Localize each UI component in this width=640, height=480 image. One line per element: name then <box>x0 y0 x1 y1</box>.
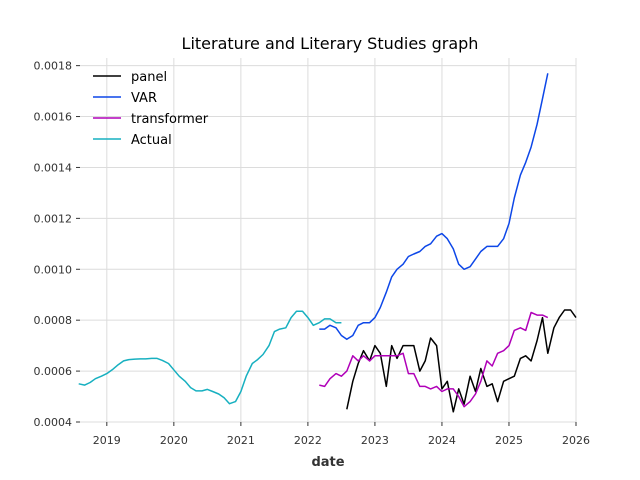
y-tick-label: 0.0006 <box>34 365 73 378</box>
chart-title: Literature and Literary Studies graph <box>182 34 479 53</box>
x-tick-label: 2020 <box>160 434 188 447</box>
y-tick-label: 0.0008 <box>34 314 73 327</box>
y-tick-label: 0.0016 <box>34 111 73 124</box>
x-tick-label: 2025 <box>495 434 523 447</box>
series-line-var <box>319 73 549 341</box>
legend-label: Actual <box>131 133 172 148</box>
x-axis-label: date <box>311 455 344 470</box>
legend: panel VAR transformer Actual <box>93 70 209 148</box>
x-axis-ticks: 2019 2020 2021 2022 2023 2024 2025 2026 <box>93 422 590 447</box>
y-tick-label: 0.0014 <box>34 161 73 174</box>
x-tick-label: 2019 <box>93 434 121 447</box>
series-line-panel <box>346 309 577 413</box>
y-axis-ticks: 0.0004 0.0006 0.0008 0.0010 0.0012 0.0014 0.00… <box>34 60 80 429</box>
x-tick-label: 2022 <box>294 434 322 447</box>
y-tick-label: 0.0010 <box>34 263 73 276</box>
series-lines <box>78 73 577 413</box>
series-line-transformer <box>319 311 549 408</box>
x-tick-label: 2024 <box>428 434 456 447</box>
legend-label: transformer <box>131 112 209 127</box>
series-line-actual <box>78 310 342 405</box>
x-tick-label: 2023 <box>361 434 389 447</box>
y-tick-label: 0.0004 <box>34 416 73 429</box>
legend-label: panel <box>131 70 167 85</box>
y-tick-label: 0.0012 <box>34 212 73 225</box>
legend-label: VAR <box>131 91 157 106</box>
x-tick-label: 2026 <box>562 434 590 447</box>
grid-lines <box>80 58 577 423</box>
y-tick-label: 0.0018 <box>34 60 73 73</box>
x-tick-label: 2021 <box>227 434 255 447</box>
